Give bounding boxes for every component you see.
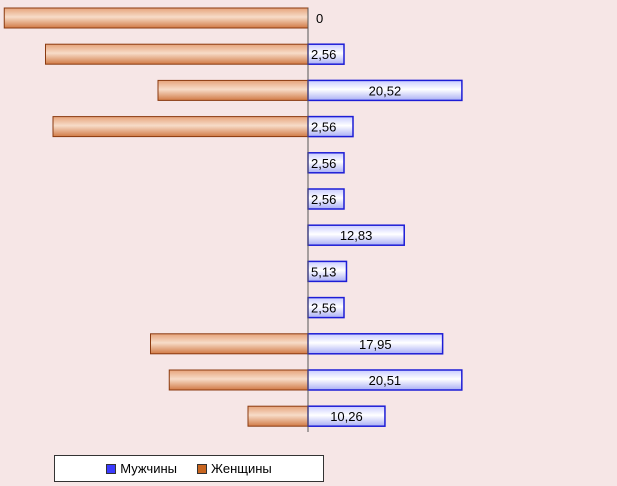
women-bar <box>45 43 309 65</box>
men-data-label: 0 <box>316 11 323 26</box>
women-bar <box>3 7 309 29</box>
legend-swatch-men <box>106 463 117 474</box>
men-data-label: 2,56 <box>311 47 336 62</box>
men-data-label: 17,95 <box>359 337 392 352</box>
men-data-label: 2,56 <box>311 120 336 135</box>
legend-label-women: Женщины <box>211 461 272 476</box>
women-bar <box>168 369 309 391</box>
men-data-label: 12,83 <box>340 228 373 243</box>
women-bar <box>157 79 309 101</box>
legend-item-women: Женщины <box>197 461 272 476</box>
men-data-label: 2,56 <box>311 301 336 316</box>
women-bar <box>150 333 309 355</box>
men-data-label: 5,13 <box>311 264 336 279</box>
women-bar <box>247 405 309 427</box>
legend-item-men: Мужчины <box>106 461 177 476</box>
women-bar <box>52 116 309 138</box>
chart-legend: Мужчины Женщины <box>54 455 324 482</box>
men-data-label: 2,56 <box>311 192 336 207</box>
men-data-label: 20,51 <box>369 373 402 388</box>
men-data-label: 10,26 <box>330 409 363 424</box>
legend-swatch-women <box>197 463 207 474</box>
men-data-label: 2,56 <box>311 156 336 171</box>
men-data-label: 20,52 <box>369 83 402 98</box>
legend-label-men: Мужчины <box>120 461 177 476</box>
